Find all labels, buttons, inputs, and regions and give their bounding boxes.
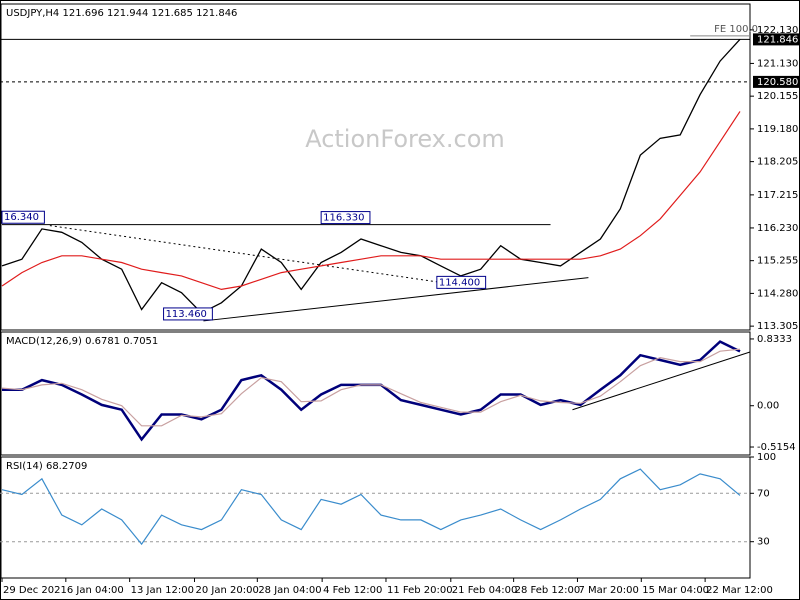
last-price-label: 121.846	[757, 34, 798, 45]
annotation-box	[163, 307, 213, 321]
series-line	[1, 468, 741, 546]
panel	[0, 456, 751, 579]
trend-line	[203, 277, 589, 322]
x-tick-label: 21 Feb 04:00	[452, 585, 518, 596]
y-tick-label: 100	[757, 452, 776, 463]
y-tick-label: 115.255	[757, 256, 798, 267]
series-line	[1, 111, 741, 291]
annotation: 16.340	[4, 212, 39, 223]
annotation: 116.330	[323, 213, 364, 224]
x-tick-label: 28 Jan 04:00	[258, 585, 321, 596]
last-price-box	[753, 33, 799, 46]
x-tick-label: 15 Mar 04:00	[642, 585, 709, 596]
y-tick-label: 118.205	[757, 157, 798, 168]
annotation-box	[320, 211, 371, 225]
watermark: ActionForex.com	[305, 125, 505, 153]
x-tick-label: 28 Feb 12:00	[515, 585, 581, 596]
x-tick-label: 6 Jan 04:00	[67, 585, 124, 596]
y-tick-label: 113.305	[757, 321, 798, 332]
annotation: 114.400	[439, 277, 480, 288]
x-tick-label: 4 Feb 12:00	[323, 585, 382, 596]
panel-title: RSI(14) 68.2709	[6, 461, 87, 472]
level-box	[753, 75, 799, 88]
annotation-box	[1, 210, 45, 224]
y-tick-label: 121.130	[757, 58, 798, 69]
annotation: FE 100.0	[714, 24, 758, 35]
y-tick-label: 70	[757, 488, 770, 499]
y-tick-label: 117.215	[757, 190, 798, 201]
x-tick-label: 22 Mar 12:00	[706, 585, 773, 596]
y-tick-label: 30	[757, 537, 770, 548]
trend-line	[572, 351, 751, 411]
level-label: 120.580	[757, 77, 798, 88]
series-line	[1, 38, 741, 314]
x-tick-label: 7 Mar 20:00	[578, 585, 638, 596]
y-tick-label: 122.130	[757, 25, 798, 36]
series-line	[1, 348, 741, 427]
panel	[0, 3, 751, 331]
x-tick-label: 20 Jan 20:00	[195, 585, 258, 596]
panel	[0, 331, 751, 456]
x-tick-label: 29 Dec 2021	[3, 585, 67, 596]
annotation-box	[436, 275, 487, 289]
y-tick-label: 116.230	[757, 223, 798, 234]
annotation: 113.460	[166, 309, 207, 320]
y-tick-label: -0.5154	[757, 442, 796, 453]
y-tick-label: 120.155	[757, 91, 798, 102]
trend-line	[49, 225, 489, 290]
x-tick-label: 13 Jan 12:00	[131, 585, 194, 596]
y-tick-label: 119.180	[757, 124, 798, 135]
x-tick-label: 11 Feb 20:00	[387, 585, 453, 596]
y-tick-label: 114.280	[757, 288, 798, 299]
panel-title: MACD(12,26,9) 0.6781 0.7051	[6, 336, 158, 347]
y-tick-label: 0.8333	[757, 334, 792, 345]
panel-title: USDJPY,H4 121.696 121.944 121.685 121.84…	[6, 8, 237, 19]
y-tick-label: 0.00	[757, 401, 779, 412]
